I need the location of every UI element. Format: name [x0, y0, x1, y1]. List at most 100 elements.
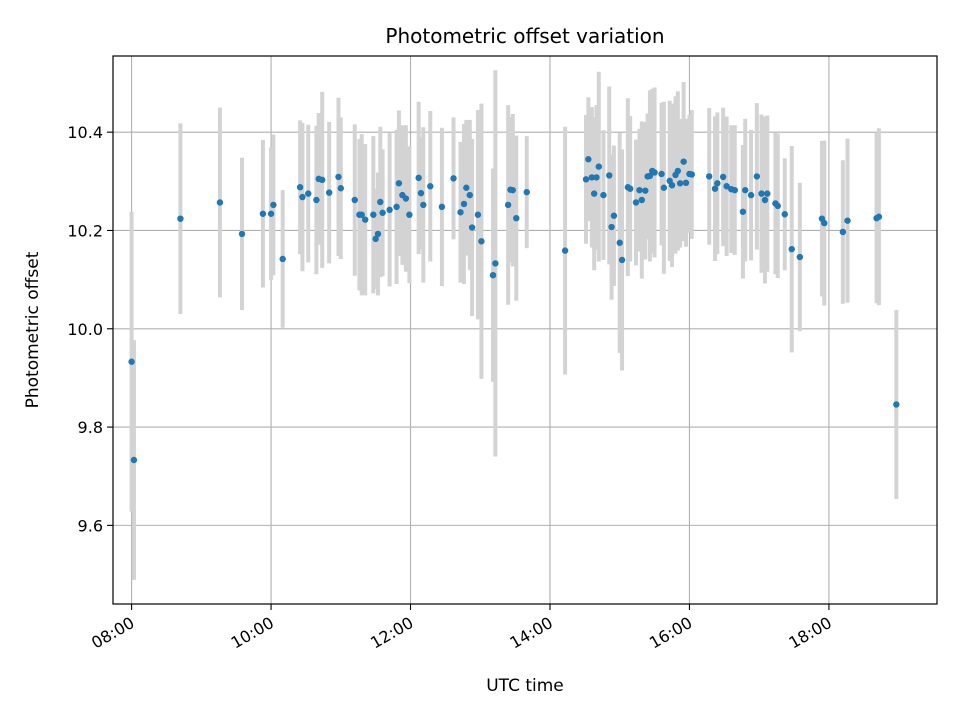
x-axis-ticks: 08:00 10:00 12:00 14:00 16:00 18:00 — [88, 604, 835, 653]
data-point — [674, 167, 682, 175]
data-point — [593, 174, 600, 181]
data-point — [626, 185, 634, 192]
plot-area-frame — [112, 55, 938, 605]
data-point — [688, 171, 695, 178]
data-point — [270, 201, 277, 209]
data-point — [660, 184, 668, 191]
data-point — [595, 163, 602, 170]
data-point — [457, 209, 464, 216]
data-point — [406, 211, 413, 218]
data-point — [351, 196, 358, 204]
data-point — [706, 173, 713, 180]
data-point — [723, 183, 730, 190]
data-point — [590, 190, 598, 197]
data-point — [259, 210, 267, 217]
data-point — [680, 158, 687, 165]
data-point — [753, 173, 761, 180]
data-point — [372, 235, 379, 243]
data-point — [742, 186, 749, 194]
data-point — [642, 187, 649, 194]
data-point — [600, 191, 607, 199]
data-point — [478, 238, 485, 245]
data-point — [523, 188, 530, 196]
data-point — [719, 173, 727, 181]
chart-title: Photometric offset variation — [385, 24, 664, 48]
data-point — [318, 176, 326, 184]
y-axis-label: Photometric offset — [23, 251, 43, 408]
data-point — [764, 190, 771, 197]
error-bars — [129, 70, 899, 580]
data-point — [585, 156, 592, 163]
data-point — [711, 185, 719, 192]
data-point — [608, 223, 615, 231]
data-points — [128, 156, 900, 464]
data-point — [618, 256, 626, 264]
data-point — [393, 203, 400, 211]
x-axis-label: UTC time — [486, 676, 564, 696]
data-point — [313, 196, 320, 204]
data-point — [474, 211, 482, 218]
data-point — [875, 213, 883, 220]
data-point — [561, 247, 569, 254]
data-point — [299, 193, 306, 201]
data-point — [668, 182, 676, 189]
data-point — [489, 272, 497, 279]
data-point — [839, 228, 847, 236]
data-point — [427, 183, 434, 190]
data-point — [415, 174, 422, 182]
data-point — [714, 180, 721, 187]
data-point — [636, 186, 643, 194]
data-point — [788, 245, 795, 253]
data-point — [610, 212, 618, 219]
x-tick-label: 14:00 — [507, 613, 556, 653]
data-point — [513, 214, 520, 222]
data-point — [358, 211, 365, 218]
data-point — [128, 358, 135, 365]
data-point — [616, 239, 623, 246]
data-point — [606, 172, 613, 179]
data-point — [386, 206, 393, 214]
data-point — [379, 209, 386, 216]
data-point — [651, 169, 658, 176]
data-point — [588, 174, 596, 181]
data-point — [325, 189, 333, 196]
data-point — [130, 456, 138, 464]
data-point — [582, 176, 590, 183]
data-point — [509, 186, 516, 194]
y-tick-label: 10.0 — [67, 320, 103, 339]
y-tick-label: 10.2 — [67, 221, 103, 240]
data-point — [893, 401, 900, 408]
data-point — [796, 253, 804, 261]
x-tick-label: 08:00 — [88, 613, 137, 653]
data-point — [177, 215, 184, 222]
data-point — [296, 184, 304, 191]
data-point — [739, 208, 747, 215]
data-point — [774, 202, 781, 210]
data-point — [504, 201, 512, 209]
y-tick-label: 9.6 — [78, 516, 103, 535]
data-point — [682, 179, 690, 187]
data-point — [438, 203, 446, 211]
data-point — [279, 255, 286, 263]
data-point — [267, 210, 275, 217]
data-point — [216, 199, 224, 206]
y-tick-label: 9.8 — [78, 418, 103, 437]
data-point — [402, 195, 410, 202]
data-point — [370, 211, 377, 218]
data-point — [731, 186, 738, 194]
data-point — [305, 190, 312, 197]
data-point — [492, 260, 499, 267]
x-tick-label: 10:00 — [228, 613, 277, 653]
data-point — [638, 196, 646, 204]
data-point — [374, 230, 382, 238]
data-point — [466, 191, 473, 199]
data-point — [761, 196, 769, 204]
data-point — [395, 180, 403, 187]
data-point — [468, 224, 476, 231]
data-point — [420, 201, 427, 209]
data-point — [460, 200, 468, 208]
data-point — [335, 173, 342, 181]
data-point — [676, 180, 684, 187]
x-tick-label: 18:00 — [785, 613, 834, 653]
